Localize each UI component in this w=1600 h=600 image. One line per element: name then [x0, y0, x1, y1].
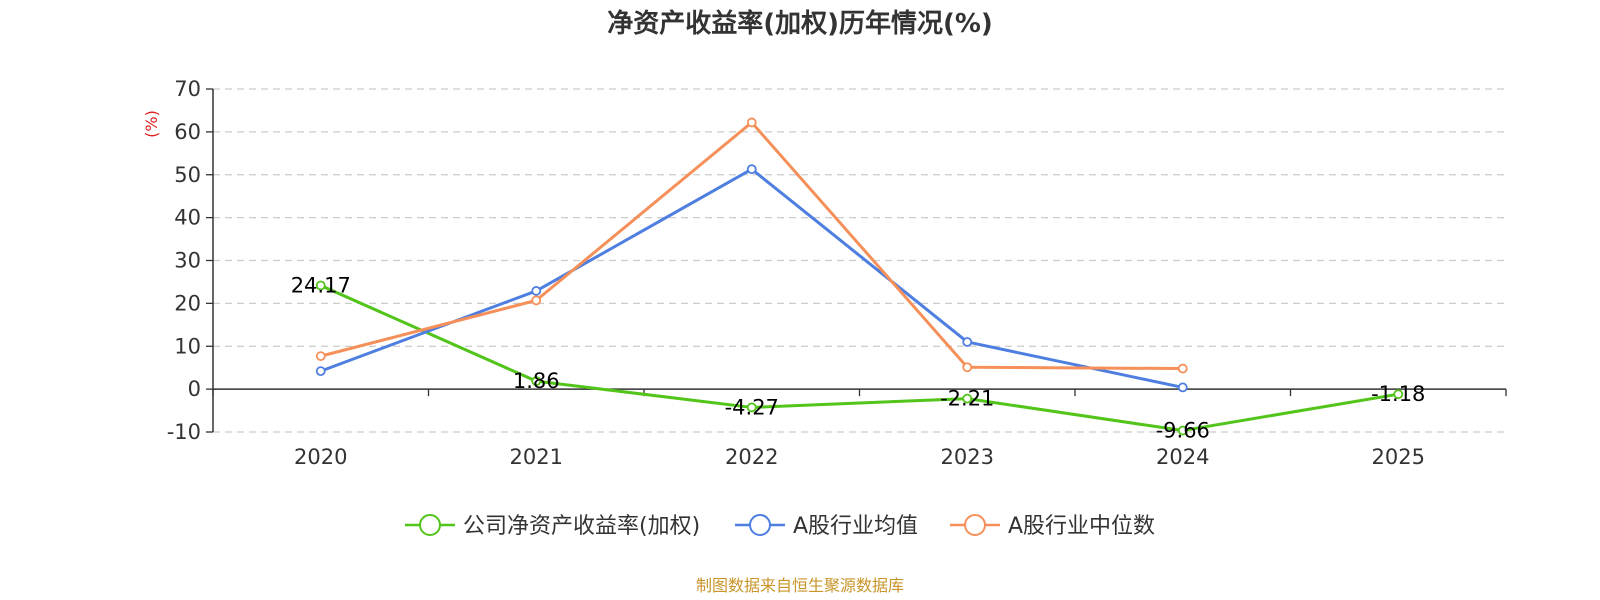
series-layer — [315, 117, 1404, 436]
data-point[interactable] — [746, 402, 757, 413]
data-point[interactable] — [1393, 389, 1404, 400]
y-tick-label: 10 — [174, 334, 201, 358]
x-tick-label: 2022 — [725, 445, 778, 469]
series-line — [320, 284, 1399, 433]
x-tick-label: 2025 — [1372, 445, 1425, 469]
legend-label: A股行业均值 — [793, 514, 918, 539]
y-tick-label: 40 — [174, 206, 201, 230]
data-point[interactable] — [962, 362, 973, 373]
series-0 — [315, 280, 1404, 436]
series-line — [320, 167, 1184, 389]
data-point[interactable] — [1177, 363, 1188, 374]
axes: -10 0 10 20 30 40 50 60 70 2020 2021 2022 2023 2024 20… — [167, 77, 1507, 469]
legend[interactable]: 公司净资产收益率(加权) A股行业均值 A股行业中位数 — [405, 514, 1155, 539]
data-point[interactable] — [315, 280, 326, 291]
data-label: -1.18 — [1371, 382, 1425, 406]
data-label: -9.66 — [1156, 419, 1210, 443]
data-point[interactable] — [531, 295, 542, 306]
series-1 — [315, 164, 1188, 393]
data-point[interactable] — [531, 286, 542, 296]
y-tick-label: -10 — [167, 420, 201, 444]
legend-marker — [419, 514, 441, 536]
source-note: 制图数据来自恒生聚源数据库 — [696, 576, 904, 595]
data-label: -4.27 — [725, 395, 779, 419]
y-tick-label: 60 — [174, 120, 201, 144]
data-label: 24.17 — [291, 273, 351, 297]
data-label: -2.21 — [940, 387, 994, 411]
legend-marker — [964, 514, 986, 536]
data-point[interactable] — [315, 351, 326, 362]
y-tick-label: 20 — [174, 291, 201, 315]
data-point[interactable] — [1177, 382, 1188, 393]
data-label: 1.86 — [513, 369, 560, 393]
x-tick-label: 2021 — [510, 445, 563, 469]
legend-item[interactable]: 公司净资产收益率(加权) — [405, 514, 700, 539]
series-2 — [315, 117, 1188, 374]
data-point[interactable] — [962, 393, 973, 404]
legend-item[interactable]: A股行业均值 — [735, 514, 918, 539]
data-point[interactable] — [746, 117, 757, 128]
y-axis-label: (%) — [142, 110, 161, 138]
y-tick-label: 0 — [188, 377, 201, 401]
data-point[interactable] — [315, 366, 326, 377]
x-tick-label: 2020 — [294, 445, 347, 469]
data-point[interactable] — [531, 376, 542, 387]
legend-label: 公司净资产收益率(加权) — [463, 514, 700, 539]
data-labels: 24.17 1.86 -4.27 -2.21 -9.66 -1.18 — [291, 273, 1426, 442]
data-point[interactable] — [962, 337, 973, 347]
grid-lines — [213, 88, 1506, 433]
data-point[interactable] — [746, 164, 757, 175]
y-tick-label: 30 — [174, 249, 201, 273]
chart-title: 净资产收益率(加权)历年情况(%) — [607, 8, 993, 39]
legend-marker — [749, 514, 771, 536]
legend-item[interactable]: A股行业中位数 — [950, 514, 1155, 539]
data-point[interactable] — [1177, 425, 1188, 436]
legend-label: A股行业中位数 — [1008, 514, 1155, 539]
x-tick-label: 2024 — [1156, 445, 1209, 469]
series-line — [320, 120, 1183, 371]
x-tick-label: 2023 — [941, 445, 994, 469]
y-tick-label: 50 — [174, 163, 201, 187]
y-tick-label: 70 — [174, 77, 201, 101]
